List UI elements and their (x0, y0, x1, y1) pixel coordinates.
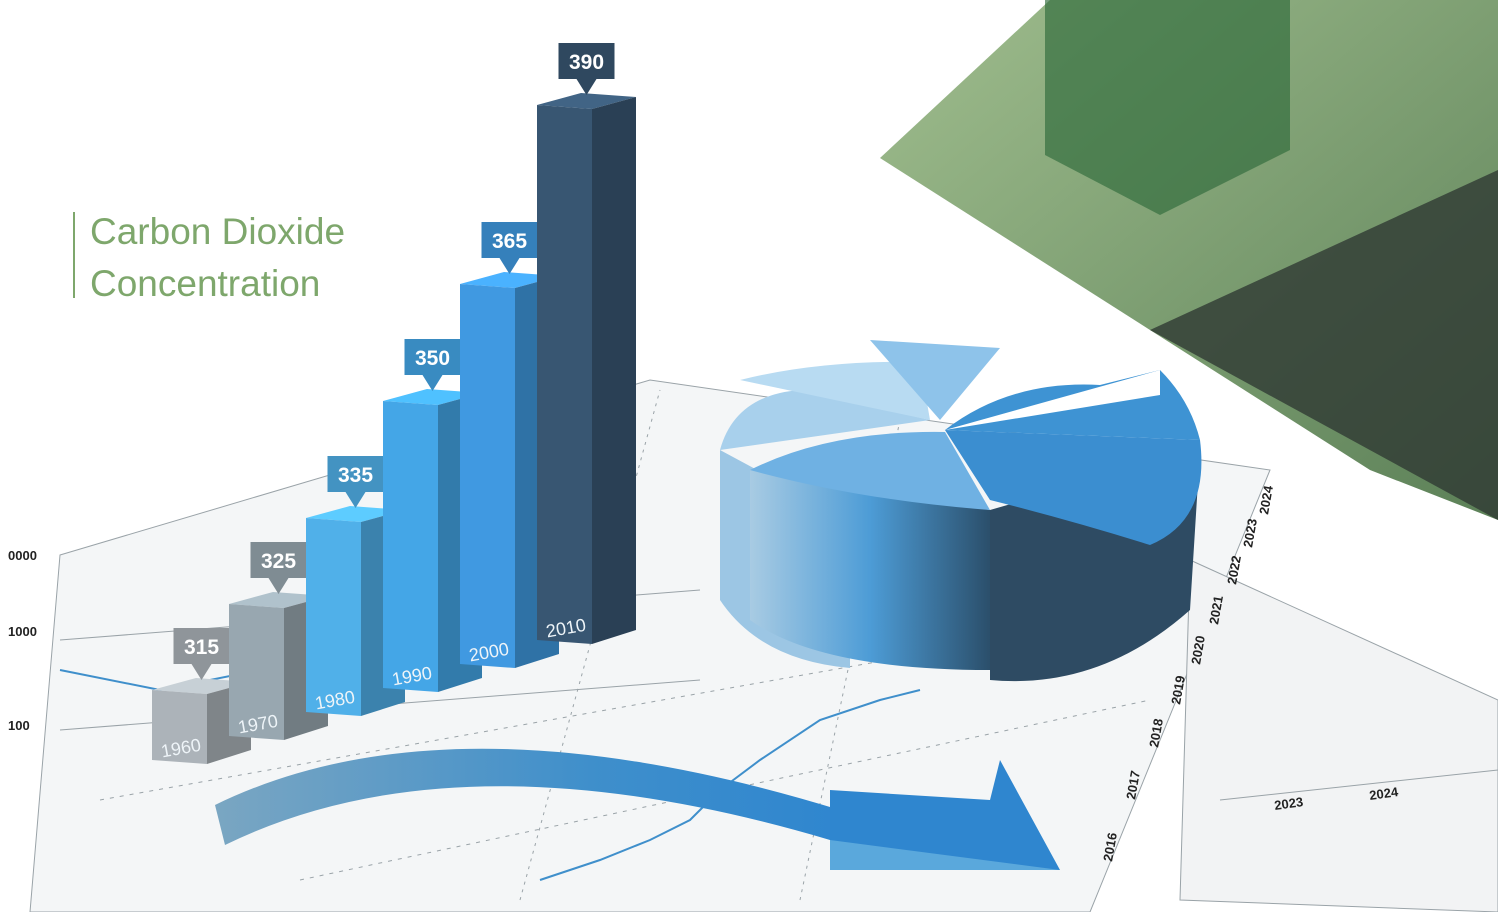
background-label: 2018 (1146, 717, 1166, 748)
bar-front (460, 284, 515, 668)
bar-top (383, 389, 482, 405)
background-label: 2016 (1100, 831, 1120, 862)
bar-side (592, 97, 636, 644)
pie-decoration (720, 340, 1202, 682)
value-callout (250, 542, 307, 594)
value-label: 315 (184, 636, 219, 659)
bar-top (152, 678, 251, 694)
value-label: 335 (338, 464, 373, 487)
value-label: 390 (569, 51, 604, 74)
value-callout (173, 628, 230, 680)
value-callout (404, 339, 461, 391)
bar-top (306, 506, 405, 522)
background-label: 2023 (1240, 517, 1260, 548)
background-label: 2024 (1256, 484, 1276, 516)
value-label: 325 (261, 550, 296, 573)
chart-title: Carbon Dioxide (90, 211, 345, 252)
background-label: 2022 (1224, 554, 1244, 585)
background-label: 2023 (1273, 794, 1304, 813)
background-label: 2017 (1123, 769, 1143, 800)
bar-front (229, 604, 284, 740)
bar-front (152, 690, 207, 764)
value-callout (327, 456, 384, 508)
bar-top (460, 272, 559, 288)
chart-title: Concentration (90, 263, 320, 304)
value-label: 365 (492, 230, 527, 253)
background-label: 100 (8, 718, 30, 733)
trend-arrow (215, 748, 1060, 870)
bar-front (537, 105, 592, 644)
bar-top (537, 93, 636, 109)
value-label: 350 (415, 347, 450, 370)
bar-front (306, 518, 361, 716)
background-label: 2020 (1188, 634, 1208, 665)
value-callout (481, 222, 538, 274)
green-block (880, 0, 1498, 520)
background-label: 0000 (8, 548, 37, 563)
background-label: 1000 (8, 624, 37, 639)
background-label: 2019 (1168, 674, 1188, 705)
background-label: 2021 (1206, 594, 1226, 625)
background-label: 2024 (1368, 784, 1399, 803)
bar (537, 93, 636, 644)
bar-front (383, 401, 438, 692)
bar-top (229, 592, 328, 608)
value-callout (558, 43, 615, 95)
bars: 3151960325197033519803501990365200039020… (152, 43, 636, 764)
